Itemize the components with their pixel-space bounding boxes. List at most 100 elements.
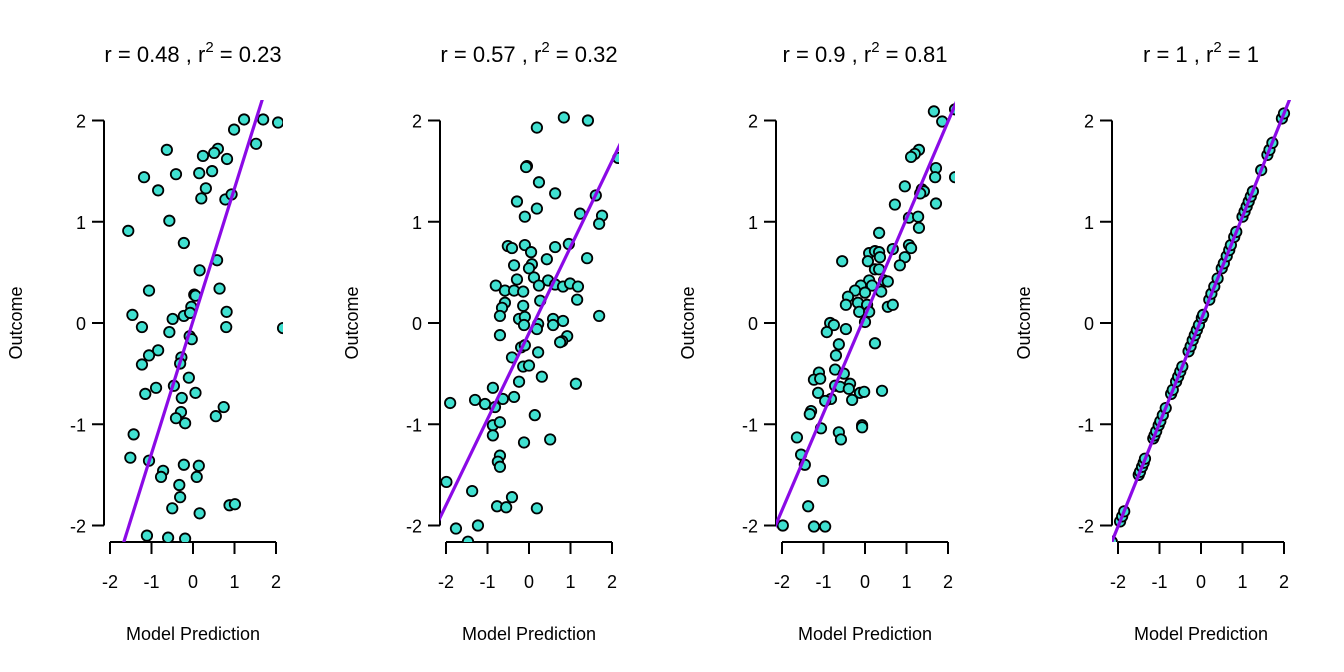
data-point bbox=[532, 279, 546, 292]
data-point bbox=[177, 236, 190, 250]
data-point bbox=[166, 312, 179, 326]
title-r-label: r = bbox=[104, 42, 136, 67]
y-tick-label: 0 bbox=[1084, 314, 1094, 334]
data-point bbox=[528, 409, 541, 422]
data-point bbox=[257, 113, 270, 126]
data-point bbox=[189, 386, 202, 399]
data-point bbox=[510, 273, 524, 286]
x-tick-label: -2 bbox=[774, 572, 790, 592]
data-point bbox=[135, 320, 149, 334]
data-point bbox=[166, 502, 179, 515]
title-r-value: 0.57 bbox=[473, 42, 516, 67]
data-point bbox=[858, 286, 872, 299]
data-point bbox=[893, 259, 906, 272]
data-point bbox=[829, 349, 843, 362]
y-tick-label: 0 bbox=[412, 314, 422, 334]
y-tick-label: -1 bbox=[406, 415, 422, 435]
data-point bbox=[836, 255, 849, 268]
data-point bbox=[912, 210, 925, 223]
title-r-value: 0.48 bbox=[137, 42, 180, 67]
title-r-label: r = bbox=[1143, 42, 1175, 67]
data-point bbox=[842, 382, 855, 395]
data-point bbox=[904, 150, 918, 164]
x-axis-label: Model Prediction bbox=[462, 624, 596, 644]
data-point bbox=[137, 171, 151, 184]
data-point bbox=[846, 393, 859, 407]
title-r2-value: 0.23 bbox=[239, 42, 282, 67]
data-point bbox=[519, 160, 533, 174]
title-r-value: 1 bbox=[1175, 42, 1187, 67]
data-point bbox=[152, 344, 165, 357]
title-eq: = bbox=[214, 42, 239, 67]
data-point bbox=[493, 329, 507, 342]
data-point bbox=[486, 381, 499, 394]
data-point bbox=[530, 202, 543, 215]
data-point bbox=[535, 370, 548, 383]
data-point bbox=[190, 470, 203, 483]
data-point bbox=[549, 187, 562, 200]
data-point bbox=[182, 371, 195, 384]
title-sep: , r bbox=[516, 42, 542, 67]
data-point bbox=[802, 500, 815, 513]
x-tick-label: -2 bbox=[1110, 572, 1126, 592]
title-r-label: r = bbox=[783, 42, 815, 67]
x-tick-label: -2 bbox=[102, 572, 118, 592]
title-r2-value: 0.81 bbox=[905, 42, 948, 67]
data-point bbox=[522, 262, 536, 275]
points-group bbox=[776, 103, 955, 533]
data-point bbox=[493, 460, 507, 473]
data-point bbox=[444, 396, 457, 410]
panel-title: r = 0.9 , r2 = 0.81 bbox=[783, 39, 948, 67]
x-tick-label: 2 bbox=[271, 572, 281, 592]
data-point bbox=[193, 167, 206, 180]
regression-line bbox=[440, 142, 619, 522]
data-point bbox=[571, 280, 585, 293]
data-point bbox=[853, 305, 866, 318]
x-tick-label: -1 bbox=[1151, 572, 1167, 592]
panel-title: r = 0.48 , r2 = 0.23 bbox=[104, 39, 281, 67]
data-point bbox=[196, 149, 210, 163]
data-point bbox=[929, 171, 942, 184]
data-point bbox=[530, 121, 543, 134]
data-point bbox=[540, 253, 553, 266]
regression-line bbox=[1112, 100, 1291, 542]
data-point bbox=[524, 246, 538, 259]
y-tick-label: 0 bbox=[748, 314, 758, 334]
data-point bbox=[816, 474, 830, 488]
data-point bbox=[220, 305, 233, 318]
data-point bbox=[179, 417, 192, 430]
title-eq: = bbox=[550, 42, 575, 67]
data-point bbox=[507, 390, 521, 404]
data-point bbox=[546, 318, 560, 332]
data-point bbox=[839, 298, 853, 311]
data-point bbox=[569, 377, 582, 390]
regression-line bbox=[776, 101, 955, 529]
data-point bbox=[228, 498, 242, 511]
x-tick-label: 1 bbox=[1237, 572, 1247, 592]
data-point bbox=[875, 384, 889, 397]
data-point bbox=[126, 308, 139, 321]
data-point bbox=[839, 322, 853, 336]
data-point bbox=[505, 491, 519, 504]
data-point bbox=[486, 429, 499, 442]
data-point bbox=[904, 241, 918, 255]
x-tick-label: 2 bbox=[1279, 572, 1289, 592]
y-tick-label: -1 bbox=[742, 415, 758, 435]
data-point bbox=[532, 346, 545, 359]
data-point bbox=[461, 535, 475, 542]
data-point bbox=[220, 152, 234, 166]
data-point bbox=[834, 433, 848, 446]
data-point bbox=[169, 412, 183, 425]
title-sep: , r bbox=[1188, 42, 1214, 67]
data-point bbox=[532, 176, 546, 189]
data-point bbox=[135, 358, 149, 371]
data-point bbox=[556, 314, 570, 328]
data-point bbox=[163, 214, 176, 227]
data-point bbox=[873, 251, 887, 264]
x-tick-label: 2 bbox=[607, 572, 617, 592]
y-axis-label: Outcome bbox=[678, 286, 698, 359]
data-point bbox=[790, 431, 804, 444]
data-point bbox=[220, 320, 233, 334]
